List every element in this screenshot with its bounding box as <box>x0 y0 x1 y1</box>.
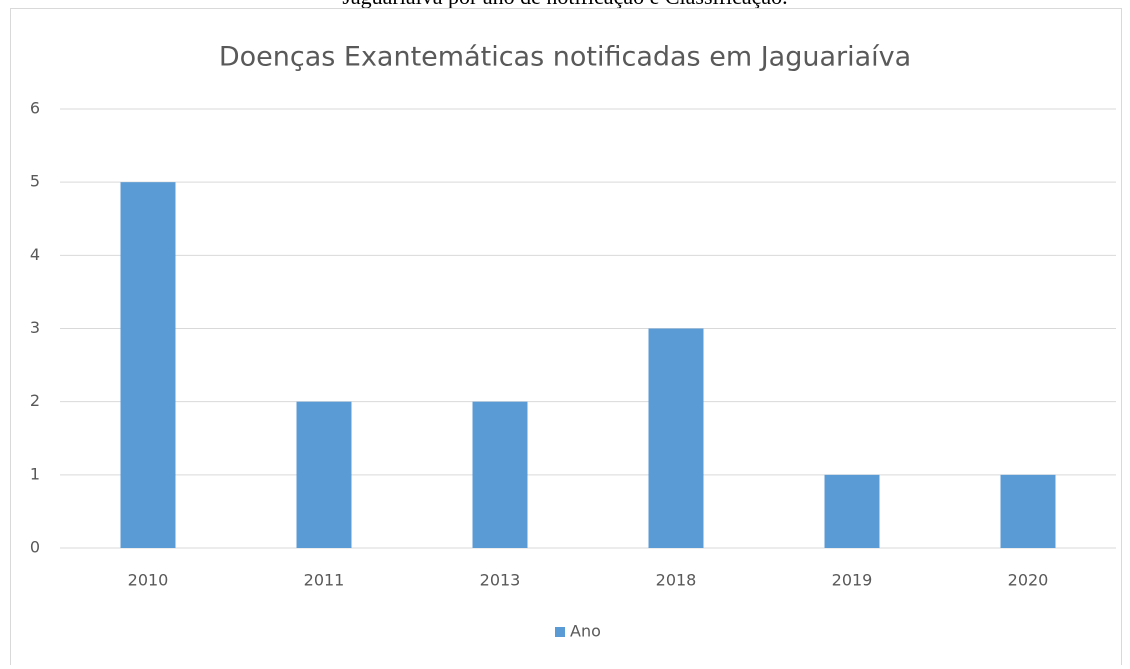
y-tick-label: 1 <box>30 464 40 483</box>
y-tick-label: 6 <box>30 99 40 118</box>
x-tick-label: 2013 <box>480 571 521 590</box>
chart-title: Doenças Exantemáticas notificadas em Jag… <box>219 42 911 73</box>
y-tick-label: 0 <box>30 538 40 557</box>
x-tick-label: 2020 <box>1008 571 1049 590</box>
bar <box>120 182 176 548</box>
bar <box>296 401 352 548</box>
bar <box>1000 474 1056 548</box>
y-tick-label: 4 <box>30 245 40 264</box>
x-tick-label: 2019 <box>832 571 873 590</box>
chart-border <box>10 8 1122 669</box>
y-tick-label: 3 <box>30 318 40 337</box>
y-tick-label: 2 <box>30 391 40 410</box>
x-tick-label: 2010 <box>128 571 169 590</box>
bar <box>648 328 704 548</box>
caption: Jaguariaíva por ano de notificação e Cla… <box>342 0 787 9</box>
legend-label: Ano <box>570 622 601 641</box>
legend-swatch <box>555 627 565 637</box>
x-tick-label: 2018 <box>656 571 697 590</box>
x-tick-label: 2011 <box>304 571 345 590</box>
bar <box>824 474 880 548</box>
bar <box>472 401 528 548</box>
y-tick-label: 5 <box>30 172 40 191</box>
